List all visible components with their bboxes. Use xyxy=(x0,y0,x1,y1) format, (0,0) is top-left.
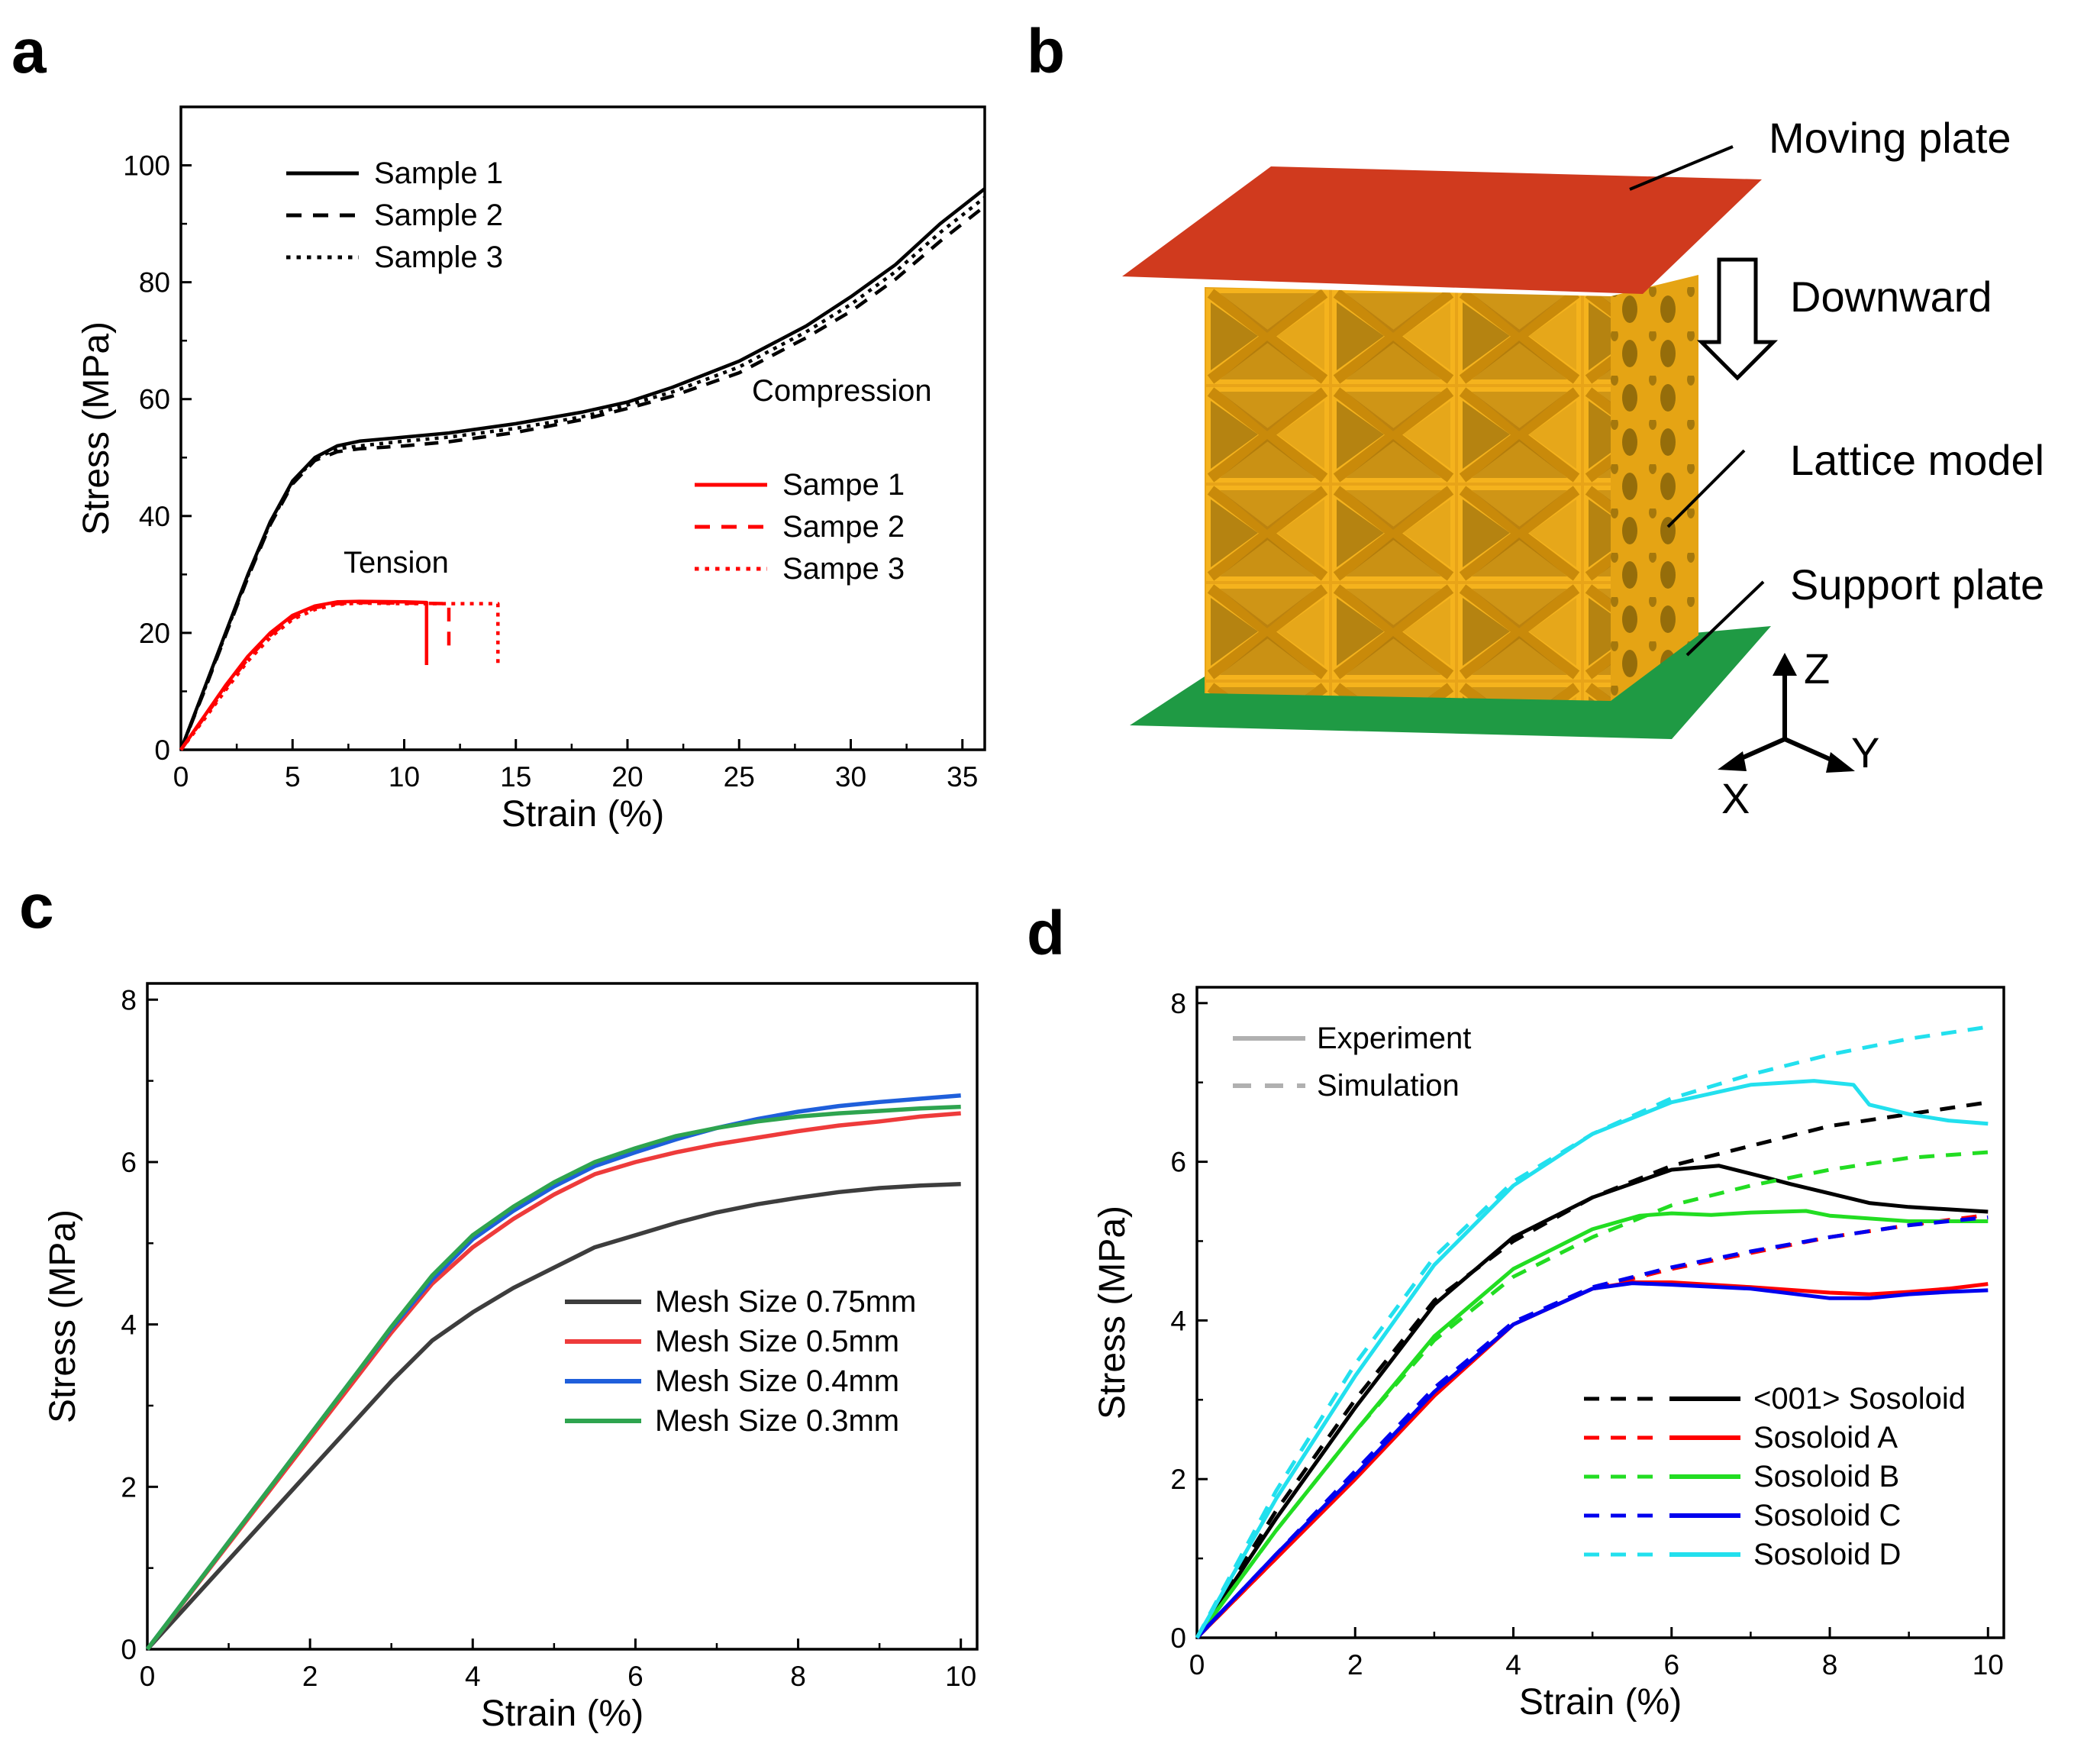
moving-plate xyxy=(1122,166,1762,294)
panel-letter-b: b xyxy=(1027,17,1065,86)
legend-label: <001> Sosoloid xyxy=(1753,1382,1966,1416)
chart-a: 0 5 10 15 20 25 30 35 0 20 40 60 80 100 Strain (%) Stre… xyxy=(76,105,986,835)
x-tick-label: 10 xyxy=(1973,1649,2004,1681)
x-tick-label: 2 xyxy=(302,1661,318,1692)
panel-letter-d: d xyxy=(1027,899,1065,968)
legend-label: Sampe 3 xyxy=(782,552,905,586)
legend-label: Sosoloid C xyxy=(1753,1499,1901,1532)
y-tick-label: 0 xyxy=(154,735,170,766)
series-line xyxy=(179,600,451,751)
annotation-compression: Compression xyxy=(752,374,932,408)
legend-label: Sampe 1 xyxy=(782,468,905,502)
panel-letter-a: a xyxy=(11,17,47,86)
x-tick-label: 25 xyxy=(724,761,755,793)
lattice-model-illustration: Moving plate Downward Lattice model Supp… xyxy=(1122,114,2044,822)
y-tick-label: 0 xyxy=(1170,1622,1186,1654)
x-tick-label: 8 xyxy=(1822,1649,1838,1681)
legend-label: Sampe 2 xyxy=(782,510,905,544)
legend-label: Sample 2 xyxy=(374,199,503,232)
series-line xyxy=(179,599,429,751)
x-tick-label: 6 xyxy=(1663,1649,1679,1681)
plot-frame-c xyxy=(146,982,979,1651)
leader-moving-plate xyxy=(1629,145,1734,191)
coordinate-axes-icon xyxy=(1718,653,1855,773)
panel-letter-c: c xyxy=(19,872,54,941)
x-tick-label: 0 xyxy=(140,1661,156,1692)
y-tick-label: 80 xyxy=(139,267,170,299)
legend-label: Sample 1 xyxy=(374,157,503,190)
y-tick-label: 6 xyxy=(1170,1147,1186,1178)
label-support-plate: Support plate xyxy=(1790,560,2044,609)
x-tick-label: 2 xyxy=(1347,1649,1363,1681)
x-tick-label: 35 xyxy=(947,761,978,793)
legend-label: Sample 3 xyxy=(374,241,503,274)
legend-label: Mesh Size 0.3mm xyxy=(655,1404,899,1438)
x-tick-label: 0 xyxy=(1189,1649,1205,1681)
x-tick-label: 20 xyxy=(611,761,643,793)
y-tick-label: 4 xyxy=(1170,1305,1186,1336)
chart-d: 0 2 4 6 8 10 0 2 4 6 8 Strain (%) Stress (MPa) Experi… xyxy=(1092,986,2005,1723)
x-axis-label: Strain (%) xyxy=(1519,1682,1682,1723)
legend-label: Sosoloid D xyxy=(1753,1538,1901,1571)
legend-label: Mesh Size 0.4mm xyxy=(655,1364,899,1398)
y-tick-label: 40 xyxy=(139,501,170,532)
y-tick-label: 4 xyxy=(121,1309,137,1341)
x-tick-label: 4 xyxy=(1505,1649,1521,1681)
label-downward: Downward xyxy=(1790,273,1992,321)
lattice-side-face xyxy=(1611,275,1698,701)
experiment-line xyxy=(1195,1209,1989,1639)
annotation-tension: Tension xyxy=(344,546,449,580)
legend-label: Sosoloid B xyxy=(1753,1460,1899,1493)
style-legend-label: Experiment xyxy=(1317,1022,1471,1055)
x-axis-label: Strain (%) xyxy=(502,794,664,835)
y-axis-label: Stress (MPa) xyxy=(76,321,117,535)
y-tick-label: 8 xyxy=(121,984,137,1015)
x-axis-label: Strain (%) xyxy=(481,1693,644,1734)
y-tick-label: 2 xyxy=(1170,1464,1186,1495)
series-line xyxy=(145,1104,961,1651)
y-tick-label: 60 xyxy=(139,384,170,415)
x-tick-label: 15 xyxy=(500,761,531,793)
leader-lattice-model xyxy=(1666,449,1746,528)
axis-y-label: Y xyxy=(1851,728,1879,777)
y-axis-label: Stress (MPa) xyxy=(43,1209,83,1423)
axis-x-label: X xyxy=(1721,774,1750,822)
x-tick-label: 6 xyxy=(627,1661,644,1692)
y-tick-label: 6 xyxy=(121,1147,137,1178)
label-lattice-model: Lattice model xyxy=(1790,436,2044,484)
legend-label: Sosoloid A xyxy=(1753,1421,1898,1455)
axis-z-label: Z xyxy=(1804,644,1830,693)
series-line xyxy=(179,195,986,751)
y-tick-label: 2 xyxy=(121,1471,137,1503)
style-legend-label: Simulation xyxy=(1317,1069,1460,1103)
x-tick-label: 10 xyxy=(389,761,420,793)
x-tick-label: 0 xyxy=(173,761,189,793)
downward-arrow-icon xyxy=(1696,257,1779,381)
chart-c: 0 2 4 6 8 10 0 2 4 6 8 Strain (%) Stress (MPa) Mesh S… xyxy=(43,982,979,1734)
y-axis-label: Stress (MPa) xyxy=(1092,1206,1133,1419)
y-tick-label: 0 xyxy=(121,1634,137,1665)
series-line xyxy=(179,601,500,751)
x-tick-label: 10 xyxy=(945,1661,976,1692)
leader-support-plate xyxy=(1685,580,1765,657)
series-line xyxy=(145,1181,961,1651)
lattice-front-face xyxy=(1205,287,1611,701)
y-tick-label: 20 xyxy=(139,618,170,649)
x-tick-label: 8 xyxy=(790,1661,806,1692)
x-tick-label: 5 xyxy=(285,761,301,793)
series-line xyxy=(179,205,986,751)
experiment-line xyxy=(1195,1281,1989,1639)
x-tick-label: 4 xyxy=(465,1661,481,1692)
y-tick-label: 100 xyxy=(123,150,170,182)
legend-label: Mesh Size 0.75mm xyxy=(655,1285,916,1319)
experiment-line xyxy=(1195,1164,1989,1639)
x-tick-label: 30 xyxy=(835,761,866,793)
experiment-line xyxy=(1195,1079,1989,1639)
y-tick-label: 8 xyxy=(1170,988,1186,1019)
legend-label: Mesh Size 0.5mm xyxy=(655,1325,899,1358)
plot-frame-a xyxy=(179,105,986,751)
plot-frame-d xyxy=(1195,986,2005,1639)
label-moving-plate: Moving plate xyxy=(1769,114,2011,162)
